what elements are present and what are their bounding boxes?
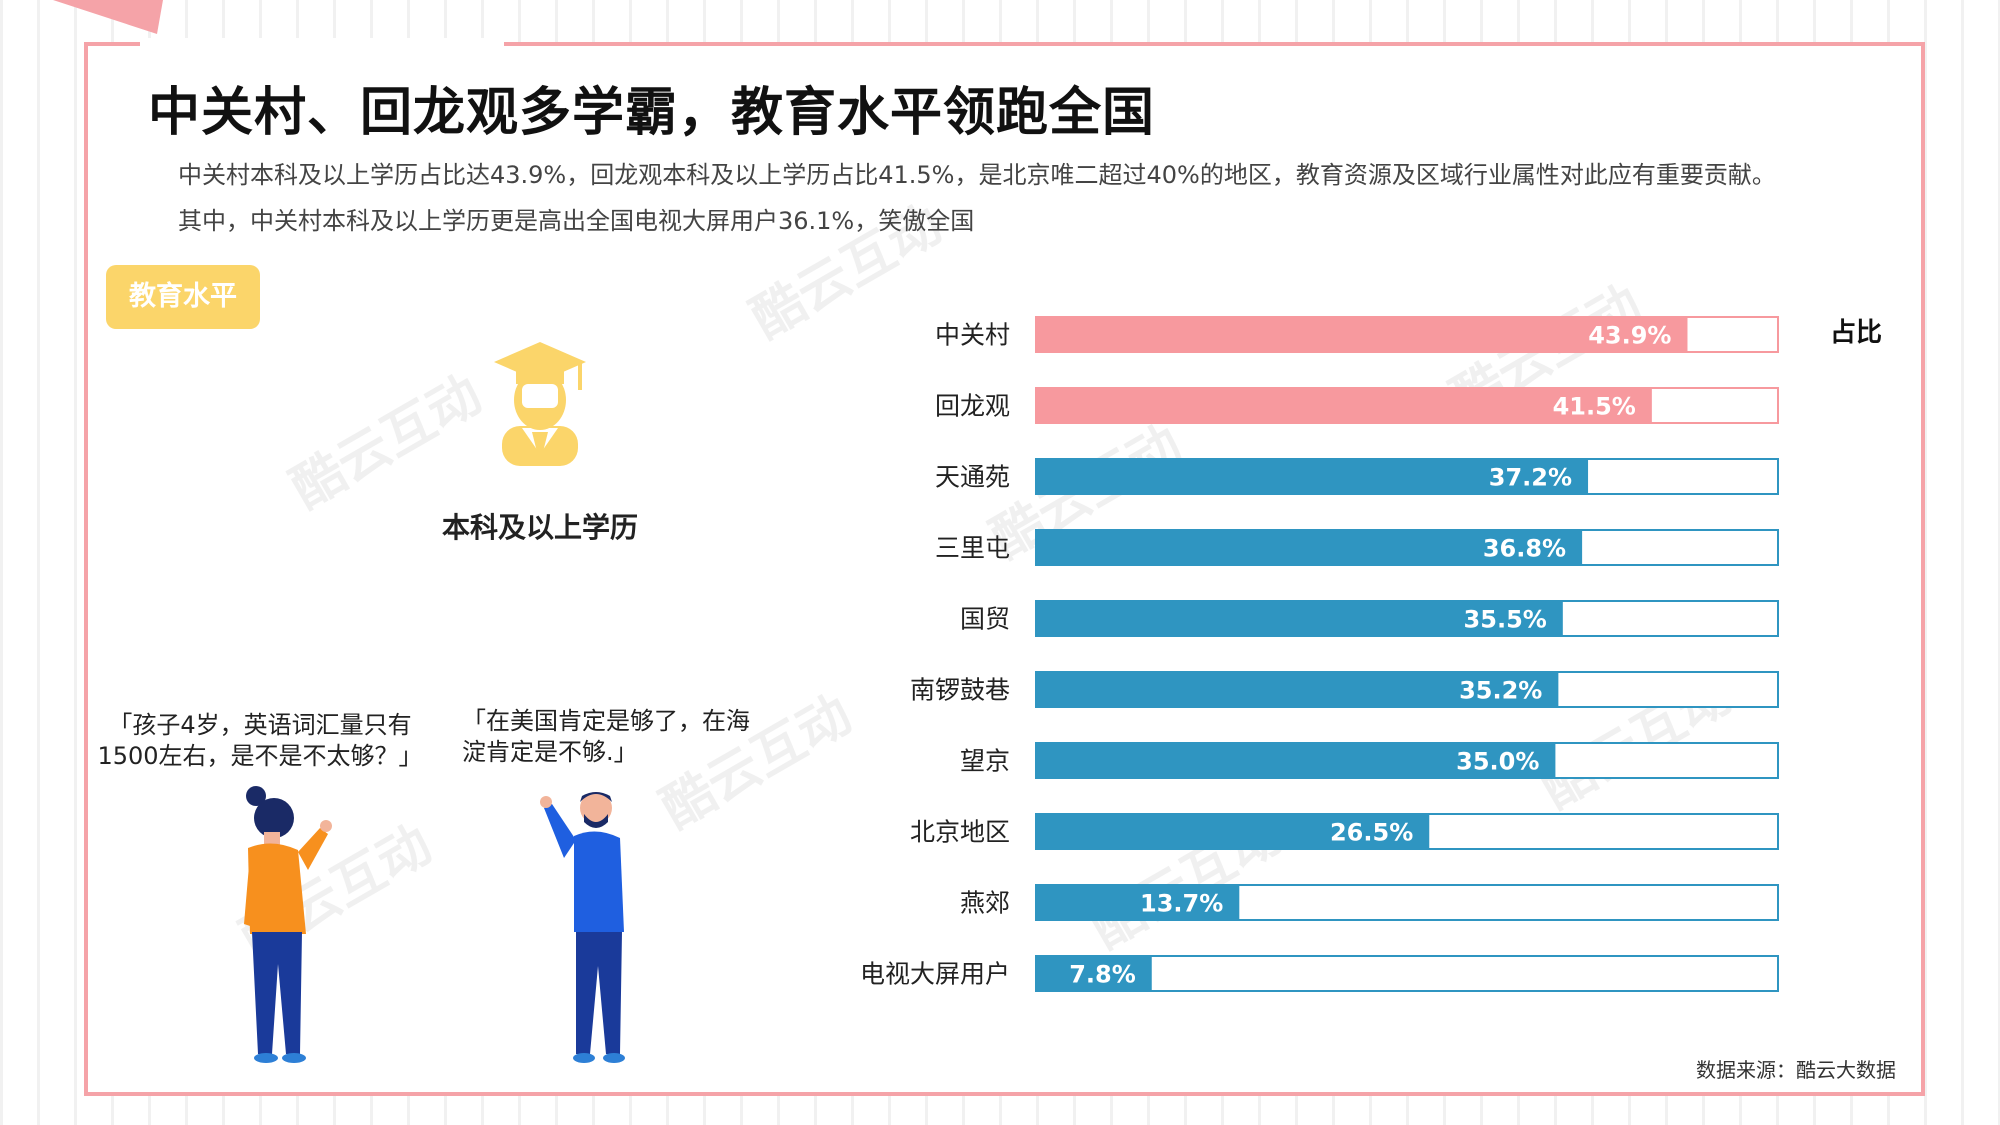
category-label: 国贸 <box>960 605 1010 634</box>
value-label: 35.0% <box>1456 748 1539 776</box>
bar <box>1036 601 1563 636</box>
value-label: 43.9% <box>1588 322 1671 350</box>
category-label: 电视大屏用户 <box>860 960 1010 989</box>
value-label: 35.2% <box>1459 677 1542 705</box>
category-label: 天通苑 <box>935 463 1010 492</box>
value-label: 35.5% <box>1464 606 1547 634</box>
category-label: 南锣鼓巷 <box>910 676 1010 705</box>
description: 中关村本科及以上学历占比达43.9%，回龙观本科及以上学历占比41.5%，是北京… <box>178 152 1858 244</box>
education-label: 本科及以上学历 <box>441 511 638 544</box>
value-label: 36.8% <box>1483 535 1566 563</box>
value-label: 7.8% <box>1069 961 1136 989</box>
value-label: 13.7% <box>1140 890 1223 918</box>
value-label: 41.5% <box>1553 393 1636 421</box>
category-label: 燕郊 <box>960 889 1010 918</box>
bar <box>1036 317 1688 352</box>
section-badge: 教育水平 <box>106 265 260 329</box>
bar <box>1036 885 1240 920</box>
quote-reply: 「在美国肯定是够了，在海淀肯定是不够.」 <box>462 707 750 766</box>
graduate-icon <box>494 342 586 466</box>
bar <box>1036 530 1583 565</box>
description-line: 其中，中关村本科及以上学历更是高出全国电视大屏用户36.1%，笑傲全国 <box>178 207 975 235</box>
woman-figure-icon <box>244 786 332 1063</box>
bar <box>1036 459 1589 494</box>
category-label: 回龙观 <box>935 392 1010 421</box>
category-label: 三里屯 <box>935 534 1010 563</box>
value-label: 26.5% <box>1330 819 1413 847</box>
data-source: 数据来源：酷云大数据 <box>1696 1058 1896 1082</box>
bar <box>1036 388 1652 423</box>
bar <box>1036 814 1430 849</box>
description-line: 中关村本科及以上学历占比达43.9%，回龙观本科及以上学历占比41.5%，是北京… <box>178 161 1776 189</box>
bar <box>1036 672 1559 707</box>
page-title: 中关村、回龙观多学霸，教育水平领跑全国 <box>148 83 1156 143</box>
value-label: 37.2% <box>1489 464 1572 492</box>
man-figure-icon <box>540 792 625 1063</box>
bar <box>1036 743 1556 778</box>
frame-gap <box>140 38 504 48</box>
bar <box>1036 956 1152 991</box>
legend-label: 占比 <box>1830 318 1882 348</box>
quote-parent: 「孩子4岁，英语词汇量只有1500左右，是不是不太够？」 <box>97 711 423 770</box>
category-label: 中关村 <box>935 321 1010 350</box>
category-label: 望京 <box>960 747 1010 776</box>
category-label: 北京地区 <box>910 818 1010 847</box>
